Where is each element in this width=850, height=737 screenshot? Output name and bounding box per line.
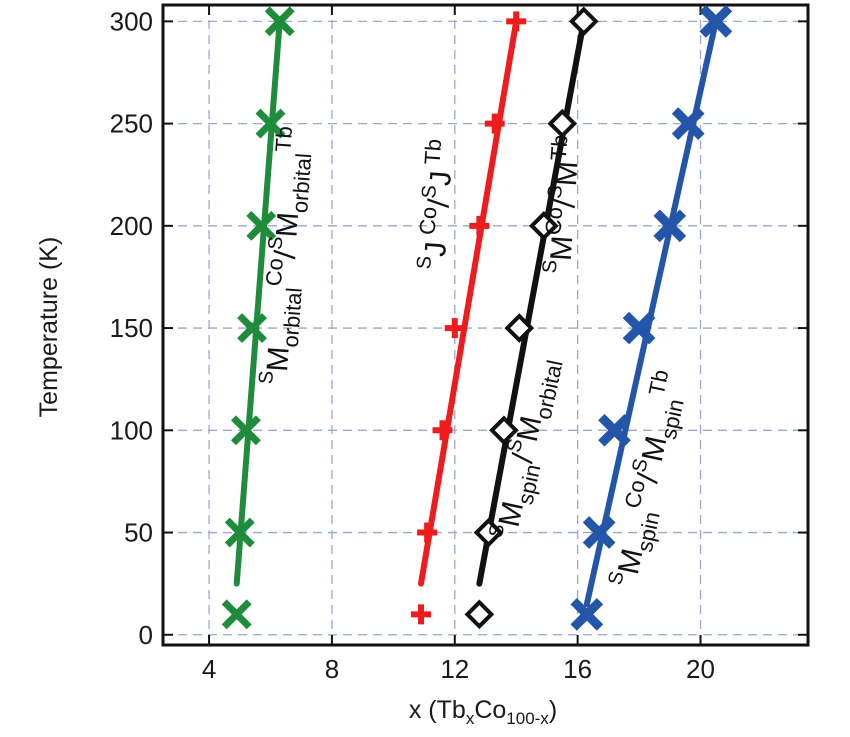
data-point (622, 311, 656, 345)
annotation-part: M (545, 235, 580, 262)
annotation-part: S (485, 522, 509, 540)
data-point (417, 522, 438, 543)
data-point (568, 6, 599, 37)
y-tick-label: 250 (110, 109, 153, 139)
series-2 (411, 11, 527, 625)
y-tick-label: 200 (110, 211, 153, 241)
annotation-part: M (261, 345, 296, 372)
annotation-1: SMorbitalCo/SMorbitalTb (254, 125, 318, 386)
y-tick-label: 0 (139, 620, 153, 650)
x-tick-label: 12 (440, 654, 469, 684)
data-point (504, 313, 535, 343)
annotation-part: S (539, 259, 562, 274)
series-line (233, 18, 283, 587)
data-point (464, 599, 495, 630)
annotation-part: Co (261, 257, 288, 287)
series-line (418, 18, 520, 587)
annotation-part: S (265, 236, 288, 251)
annotation-part: S (418, 184, 441, 199)
data-point (444, 318, 465, 339)
data-point (230, 415, 261, 446)
x-axis-title-prefix: x (Tb (409, 696, 466, 724)
x-axis-title-sub2: 100-x (506, 709, 549, 728)
annotation-2: SJ Co/SJ Tb (412, 138, 460, 271)
annotation-part: S (604, 569, 628, 587)
data-point (469, 215, 490, 236)
data-point (221, 599, 252, 630)
annotation-part: Co (620, 478, 650, 511)
y-tick-label: 300 (110, 6, 153, 36)
data-point (246, 210, 277, 241)
data-point (473, 517, 504, 548)
series-layer (221, 4, 733, 631)
annotation-part: Tb (644, 367, 674, 397)
data-point (237, 313, 268, 344)
data-point (432, 420, 453, 441)
data-point (582, 516, 616, 549)
annotation-part: orbital (287, 152, 316, 214)
data-point (529, 211, 559, 241)
series-1 (221, 6, 295, 630)
data-point (547, 108, 578, 139)
annotation-part: S (413, 255, 436, 270)
data-point (484, 113, 505, 134)
annotation-part: / (548, 198, 582, 209)
annotation-part: Tb (270, 125, 297, 152)
x-axis-title: x (TbxCo100-x) (409, 696, 557, 728)
data-point (411, 604, 431, 625)
x-tick-label: 4 (202, 654, 216, 684)
annotation-part: S (544, 185, 567, 200)
annotation-part: S (503, 437, 527, 455)
annotation-part: / (423, 197, 457, 208)
annotation-part: orbital (278, 287, 307, 349)
plot-frame (161, 3, 810, 647)
data-point (224, 517, 255, 548)
annotation-part: Tb (419, 138, 446, 171)
y-tick-label: 150 (110, 313, 153, 343)
annotation-part: M (270, 211, 305, 238)
data-point (489, 415, 519, 446)
data-point (653, 209, 687, 243)
annotation-part: / (269, 249, 303, 260)
series-3 (464, 6, 599, 630)
series-4 (570, 4, 733, 631)
x-axis-title-mid: Co (474, 696, 506, 724)
annotation-part: J (419, 240, 453, 257)
data-point (699, 4, 733, 38)
annotation-3: SMspin/SMorbital (485, 354, 568, 545)
annotation-4: SMCo/SMTb (538, 134, 587, 275)
data-point (570, 597, 604, 631)
x-axis-title-suffix: ) (549, 696, 557, 724)
annotation-part: Tb (546, 134, 573, 161)
data-point (598, 413, 631, 447)
x-tick-label: 20 (686, 654, 715, 684)
x-tick-label: 16 (563, 654, 592, 684)
x-tick-label: 8 (325, 654, 339, 684)
annotation-part: J (424, 170, 458, 187)
data-point (506, 11, 527, 32)
annotation-part: S (255, 370, 278, 385)
annotation-part: Co (540, 206, 567, 236)
x-axis-title-sub1: x (466, 709, 475, 728)
y-tick-label: 100 (110, 415, 153, 445)
annotation-part: M (550, 160, 585, 187)
data-point (255, 108, 286, 139)
annotation-part: S (628, 457, 652, 475)
y-tick-label: 50 (124, 518, 153, 548)
data-point (671, 107, 705, 140)
annotation-part: Co (414, 206, 441, 242)
y-axis-title: Temperature (K) (35, 237, 63, 418)
data-point (264, 6, 295, 37)
